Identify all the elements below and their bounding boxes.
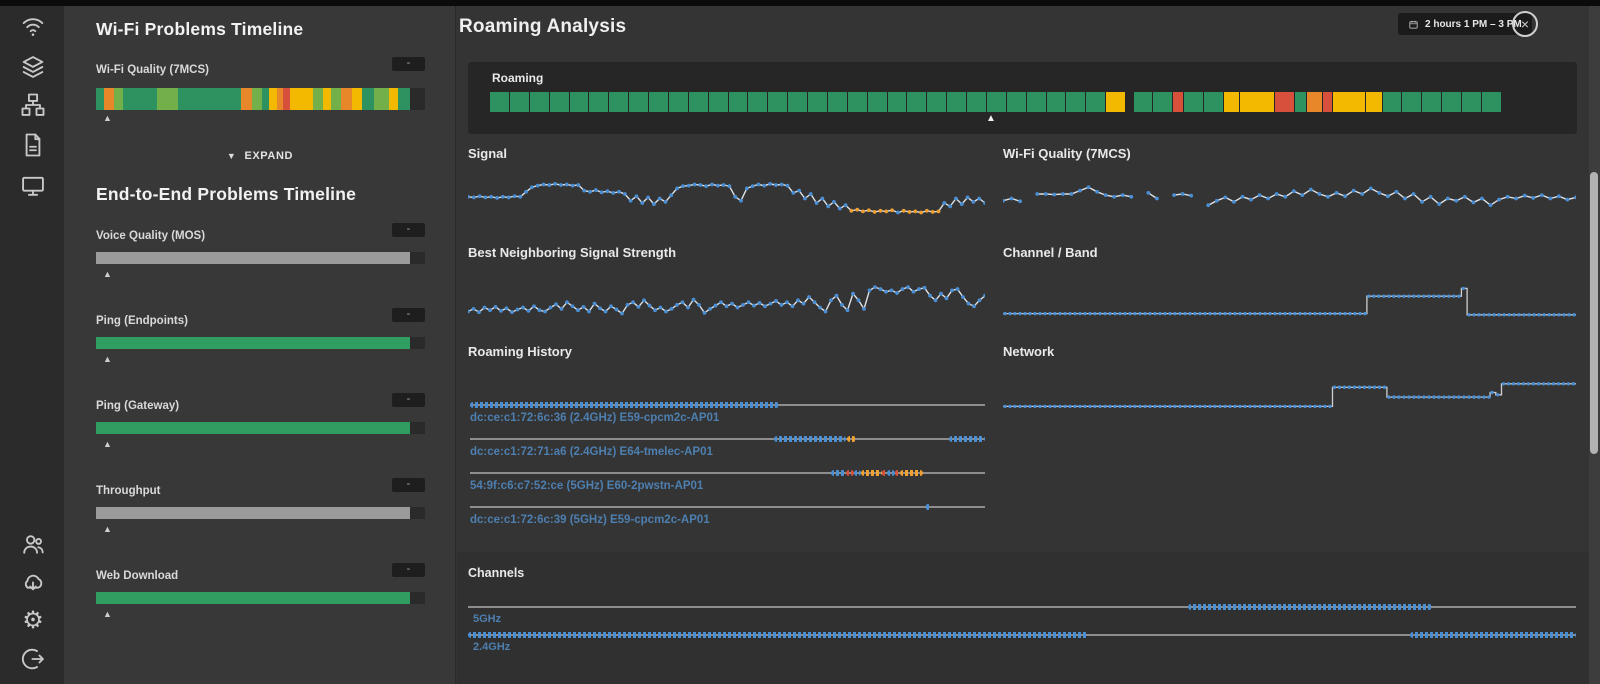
roaming-history-section-label: Roaming History xyxy=(468,344,573,359)
wifi-quality-section-label: Wi-Fi Quality (7MCS) xyxy=(1003,146,1131,161)
ap-link[interactable]: 54:9f:c6:c7:52:ce (5GHz) E60-2pwstn-AP01 xyxy=(470,480,704,492)
wifi-quality-strip xyxy=(96,88,410,110)
time-range-badge[interactable]: 2 hours 1 PM – 3 PM xyxy=(1398,13,1532,35)
ap-link[interactable]: dc:ce:c1:72:71:a6 (2.4GHz) E64-tmelec-AP… xyxy=(470,446,713,458)
strip-tail xyxy=(410,422,425,434)
nav-report-icon[interactable] xyxy=(19,131,47,159)
collapse-button[interactable]: - xyxy=(392,308,425,322)
calendar-icon xyxy=(1409,20,1418,29)
strip-tail xyxy=(410,252,425,264)
metric-bar xyxy=(96,507,410,519)
position-marker: ▲ xyxy=(103,113,112,123)
metric-label: Ping (Endpoints) xyxy=(96,315,188,327)
roaming-history-track xyxy=(470,470,985,476)
expand-button[interactable]: ▼ EXPAND xyxy=(64,150,456,162)
wifi-problems-title: Wi-Fi Problems Timeline xyxy=(96,19,304,39)
metric-label: Ping (Gateway) xyxy=(96,400,180,412)
signal-section-label: Signal xyxy=(468,146,508,161)
page-title: Roaming Analysis xyxy=(459,16,627,37)
metric-label: Voice Quality (MOS) xyxy=(96,230,206,242)
strip-tail xyxy=(410,88,425,110)
collapse-button[interactable]: - xyxy=(392,478,425,492)
e2e-problems-title: End-to-End Problems Timeline xyxy=(96,184,357,204)
position-marker: ▲ xyxy=(103,354,112,364)
top-strip xyxy=(0,0,1600,6)
wifi-quality-chart xyxy=(1001,166,1578,222)
nav-cloud-download-icon[interactable] xyxy=(19,569,47,597)
band-label-5ghz: 5GHz xyxy=(473,613,502,625)
metric-label: Throughput xyxy=(96,485,161,497)
roaming-strip-label: Roaming xyxy=(492,71,544,85)
network-chart xyxy=(1003,360,1576,418)
nav-wifi-icon[interactable] xyxy=(19,12,47,40)
collapse-button[interactable]: - xyxy=(392,223,425,237)
nav-settings-icon[interactable]: ⚙ xyxy=(22,607,44,634)
nav-layers-icon[interactable] xyxy=(19,53,47,81)
position-marker: ▲ xyxy=(103,609,112,619)
strip-tail xyxy=(410,337,425,349)
channel-band-chart xyxy=(1003,268,1576,328)
channel-band-section-label: Channel / Band xyxy=(1003,245,1098,260)
close-button[interactable]: × xyxy=(1512,11,1538,37)
ap-link[interactable]: dc:ce:c1:72:6c:36 (2.4GHz) E59-cpcm2c-AP… xyxy=(470,412,720,424)
position-marker: ▲ xyxy=(103,269,112,279)
nav-users-icon[interactable] xyxy=(19,530,47,558)
collapse-button[interactable]: - xyxy=(392,563,425,577)
channels-24ghz-track xyxy=(468,632,1576,638)
channels-section-background xyxy=(457,552,1589,684)
nav-logout-icon[interactable] xyxy=(19,645,47,673)
collapse-button[interactable]: - xyxy=(392,393,425,407)
nav-devices-icon[interactable] xyxy=(19,172,47,200)
channels-section-label: Channels xyxy=(468,566,525,580)
metric-bar xyxy=(96,337,410,349)
collapse-button[interactable]: - xyxy=(392,57,425,71)
roaming-history-track xyxy=(470,436,985,442)
problems-timeline-panel: Wi-Fi Problems Timeline Wi-Fi Quality (7… xyxy=(64,0,456,684)
ap-link[interactable]: dc:ce:c1:72:6c:39 (5GHz) E59-cpcm2c-AP01 xyxy=(470,514,710,526)
channels-5ghz-track xyxy=(468,604,1576,610)
roaming-position-marker: ▲ xyxy=(986,113,996,124)
strip-tail xyxy=(410,592,425,604)
scrollbar-thumb[interactable] xyxy=(1590,172,1598,454)
metric-bar xyxy=(96,252,410,264)
roaming-history-track xyxy=(470,402,985,408)
position-marker: ▲ xyxy=(103,439,112,449)
roaming-history-track xyxy=(470,504,985,510)
metric-bar xyxy=(96,422,410,434)
best-neighbor-section-label: Best Neighboring Signal Strength xyxy=(468,245,677,260)
network-section-label: Network xyxy=(1003,344,1055,359)
nav-topology-icon[interactable] xyxy=(19,91,47,119)
expand-label: EXPAND xyxy=(244,150,294,162)
metric-label: Web Download xyxy=(96,570,179,582)
position-marker: ▲ xyxy=(103,524,112,534)
strip-tail xyxy=(410,507,425,519)
wifi-quality-label: Wi-Fi Quality (7MCS) xyxy=(96,64,209,76)
nav-sidebar: ⚙ xyxy=(0,0,64,684)
signal-chart xyxy=(466,166,987,222)
band-label-24ghz: 2.4GHz xyxy=(473,641,511,653)
roaming-strip xyxy=(490,92,1502,112)
chevron-down-icon: ▼ xyxy=(226,151,237,161)
best-neighbor-chart xyxy=(466,264,987,330)
time-range-label: 2 hours 1 PM – 3 PM xyxy=(1425,18,1522,30)
metric-bar xyxy=(96,592,410,604)
